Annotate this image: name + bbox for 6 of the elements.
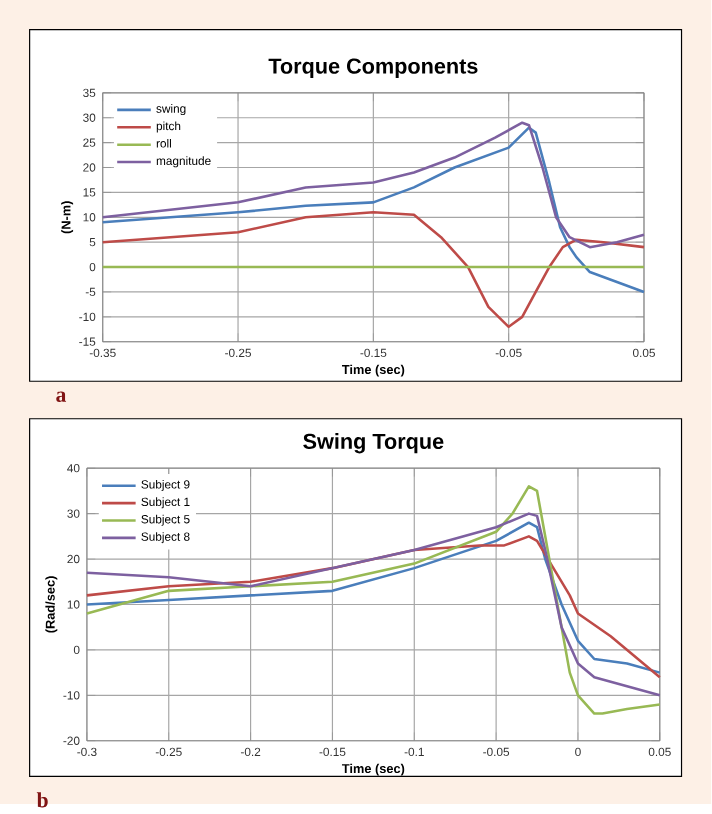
text: a xyxy=(56,391,67,402)
text: b xyxy=(37,792,49,808)
chart-title: Torque Components xyxy=(268,58,478,78)
line-series xyxy=(101,121,646,249)
line-series xyxy=(101,211,646,329)
chart-title: Swing Torque xyxy=(303,433,444,454)
